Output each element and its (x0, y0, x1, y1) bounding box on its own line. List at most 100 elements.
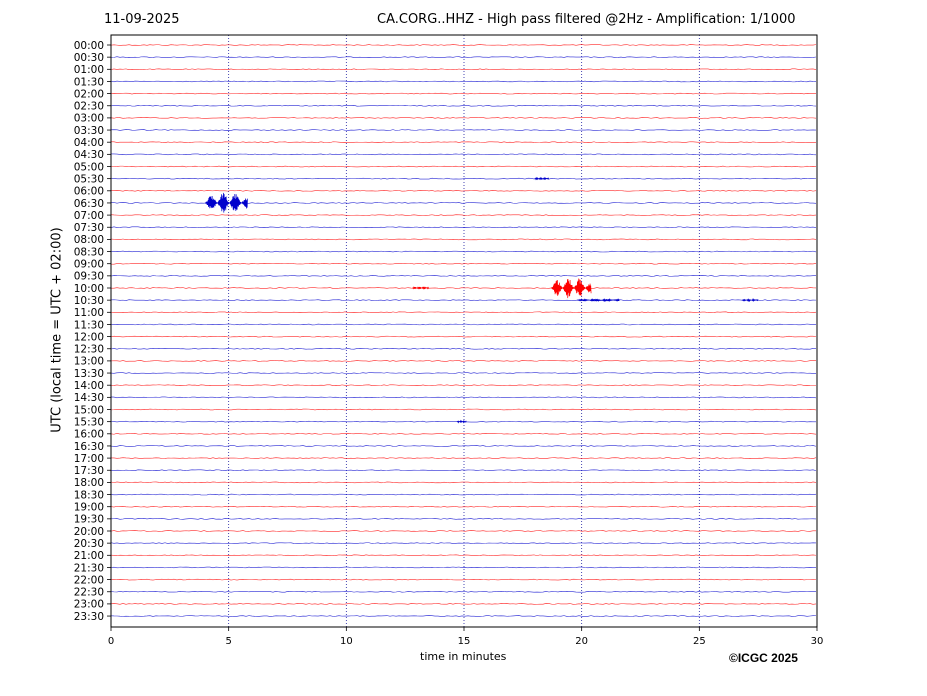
trace-line (110, 44, 817, 46)
trace-line (110, 542, 817, 544)
trace-line (110, 396, 817, 399)
y-tick-label: 12:30 (74, 344, 104, 356)
trace-line (110, 590, 817, 593)
trace-line (110, 360, 817, 362)
event-waveform (412, 285, 430, 290)
trace-line (110, 372, 817, 374)
trace-line (110, 80, 817, 83)
copyright-label: ©ICGC 2025 (729, 651, 798, 665)
y-tick-label: 10:30 (74, 295, 104, 307)
y-tick-label: 17:30 (74, 465, 104, 477)
trace-line (110, 275, 817, 277)
trace-line (110, 323, 817, 326)
trace-line (110, 104, 817, 107)
event-waveform (741, 298, 759, 303)
trace-line (110, 129, 817, 131)
trace-line (110, 68, 817, 71)
y-tick-label: 16:00 (74, 429, 104, 441)
y-tick-label: 02:30 (74, 101, 104, 113)
y-tick-label: 18:00 (74, 477, 104, 489)
trace-line (110, 238, 817, 241)
trace-line (110, 505, 817, 508)
y-tick-label: 08:00 (74, 234, 104, 246)
y-tick-label: 09:30 (74, 271, 104, 283)
event-waveform (550, 278, 592, 299)
y-tick-label: 22:00 (74, 574, 104, 586)
y-tick-label: 13:00 (74, 356, 104, 368)
y-tick-label: 01:30 (74, 76, 104, 88)
y-tick-label: 21:00 (74, 550, 104, 562)
y-tick-label: 03:30 (74, 125, 104, 137)
y-tick-label: 14:00 (74, 380, 104, 392)
event-waveform (534, 176, 550, 181)
y-tick-label: 23:30 (74, 611, 104, 623)
trace-line (110, 56, 817, 58)
event-waveform (576, 298, 620, 303)
y-tick-label: 06:00 (74, 186, 104, 198)
y-tick-label: 17:00 (74, 453, 104, 465)
x-tick-label: 25 (693, 636, 706, 647)
y-tick-label: 11:00 (74, 307, 104, 319)
grid-layer (228, 35, 700, 627)
trace-line (110, 214, 817, 216)
y-tick-label: 19:00 (74, 502, 104, 514)
x-axis-label: time in minutes (420, 650, 507, 663)
event-layer (205, 176, 759, 424)
y-tick-label: 20:00 (74, 526, 104, 538)
trace-line (110, 287, 817, 289)
trace-line (110, 348, 817, 350)
y-tick-label: 01:00 (74, 64, 104, 76)
trace-line (110, 335, 817, 338)
axis-layer: 00:0000:3001:0001:3002:0002:3003:0003:30… (74, 34, 824, 647)
trace-line (110, 481, 817, 484)
trace-line (110, 141, 817, 143)
x-tick-label: 15 (458, 636, 471, 647)
trace-line (110, 299, 817, 301)
y-tick-label: 10:00 (74, 283, 104, 295)
trace-line (110, 566, 817, 569)
y-tick-label: 06:30 (74, 198, 104, 210)
trace-line (110, 165, 817, 168)
y-tick-label: 18:30 (74, 489, 104, 501)
y-tick-label: 22:30 (74, 587, 104, 599)
y-tick-label: 23:00 (74, 599, 104, 611)
x-tick-label: 30 (811, 636, 824, 647)
trace-line (110, 578, 817, 581)
y-tick-label: 13:30 (74, 368, 104, 380)
trace-line (110, 445, 817, 447)
y-tick-label: 00:30 (74, 52, 104, 64)
trace-line (110, 408, 817, 411)
y-tick-label: 12:00 (74, 331, 104, 343)
y-tick-label: 04:30 (74, 149, 104, 161)
trace-line (110, 603, 817, 605)
y-tick-label: 08:30 (74, 246, 104, 258)
y-tick-label: 04:00 (74, 137, 104, 149)
y-tick-label: 16:30 (74, 441, 104, 453)
x-tick-label: 20 (575, 636, 588, 647)
trace-line (110, 493, 817, 496)
trace-line (110, 615, 817, 617)
y-tick-label: 03:00 (74, 113, 104, 125)
y-tick-label: 11:30 (74, 319, 104, 331)
y-tick-label: 20:30 (74, 538, 104, 550)
event-waveform (205, 192, 248, 213)
y-tick-label: 09:00 (74, 259, 104, 271)
trace-line (110, 530, 817, 532)
trace-line (110, 457, 817, 459)
event-waveform (456, 419, 467, 424)
trace-line (110, 311, 817, 314)
x-tick-label: 5 (225, 636, 231, 647)
trace-line (110, 153, 817, 156)
trace-line (110, 433, 817, 435)
y-tick-label: 07:00 (74, 210, 104, 222)
y-tick-label: 05:30 (74, 173, 104, 185)
trace-line (110, 92, 817, 95)
x-tick-label: 0 (108, 636, 114, 647)
trace-line (110, 469, 817, 472)
trace-line (110, 226, 817, 229)
y-tick-label: 00:00 (74, 40, 104, 52)
chart-date: 11-09-2025 (104, 12, 180, 27)
trace-line (110, 117, 817, 119)
x-tick-label: 10 (340, 636, 353, 647)
